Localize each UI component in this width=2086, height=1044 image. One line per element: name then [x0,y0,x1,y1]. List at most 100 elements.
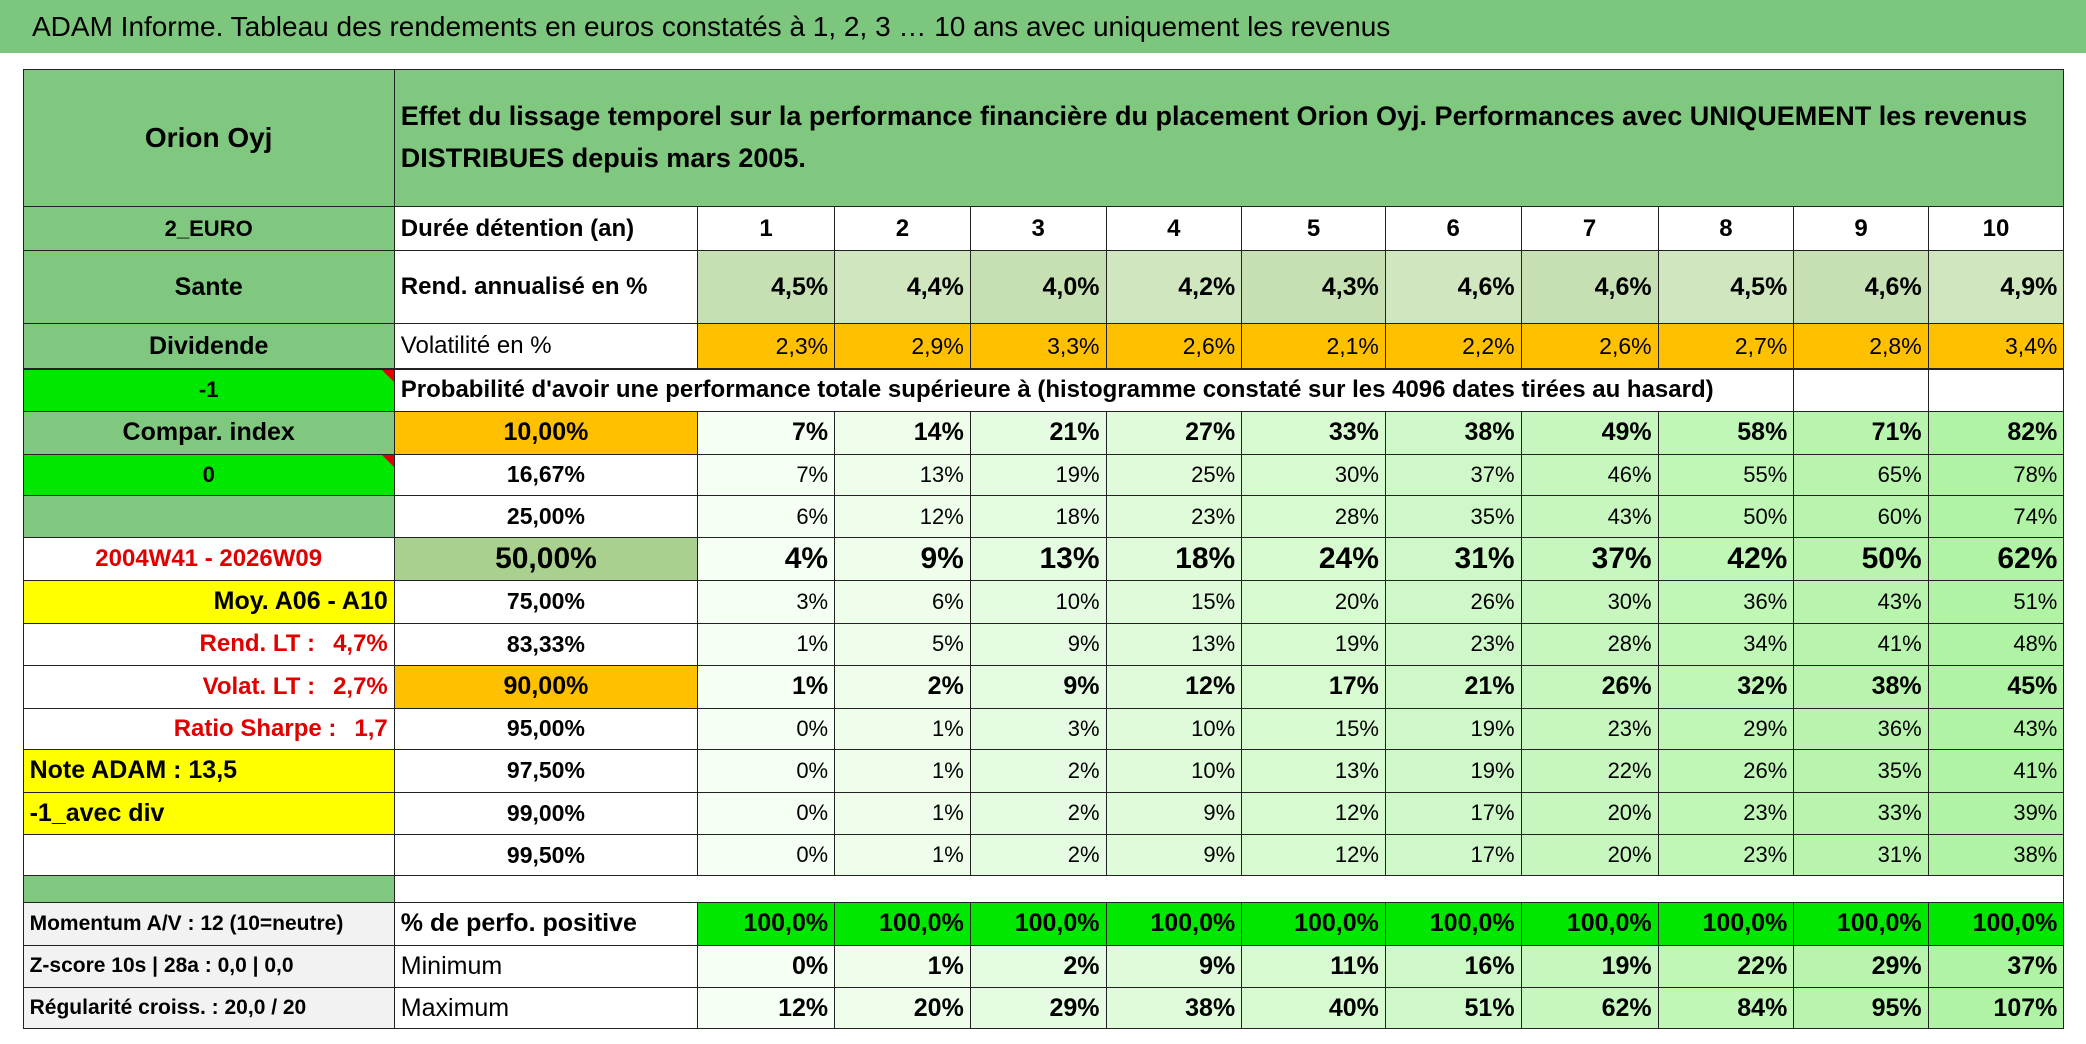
stat-value: 100,0% [1105,901,1243,946]
probability-value: 48% [1927,622,2065,667]
probability-value: 60% [1793,494,1929,539]
flag: -1 [22,368,395,413]
probability-value: 78% [1927,453,2065,496]
probability-value: 19% [1384,748,1522,793]
blank-cell [1927,368,2065,413]
threshold: 16,67% [393,453,699,496]
probability-value: 20% [1520,834,1659,877]
sharpe-value: 1,7 [354,714,388,742]
volat-value: 2,7% [333,672,388,700]
return-value: 4,0% [969,250,1107,325]
probability-value: 23% [1520,707,1659,750]
probability-value: 50% [1793,537,1929,582]
stat-value: 95% [1793,987,1929,1030]
stat-value: 100,0% [697,901,836,946]
volatility-value: 2,6% [1520,323,1659,370]
probability-value: 6% [697,494,836,539]
intro: Effet du lissage temporel sur la perform… [393,69,2065,208]
probability-value: 49% [1520,411,1659,455]
threshold: 90,00% [393,665,699,709]
probability-value: 27% [1105,411,1243,455]
regularity: Régularité croiss. : 20,0 / 20 [22,987,395,1030]
stat-value: 100,0% [834,901,971,946]
asset-sector: Sante [22,250,395,325]
probability-value: 0% [697,748,836,793]
duration: 4 [1105,206,1243,252]
probability-value: 26% [1384,580,1522,624]
rend-value: 4,7% [333,630,388,658]
stat-value: 29% [969,987,1107,1030]
stat-value: 62% [1520,987,1659,1030]
probability-value: 41% [1927,748,2065,793]
probability-value: 9% [834,537,971,582]
return-value: 4,6% [1520,250,1659,325]
stat-value: 100,0% [969,901,1107,946]
probability-value: 1% [697,665,836,709]
threshold: 95,00% [393,707,699,750]
probability-value: 23% [1657,834,1795,877]
volatility-value: 2,6% [1105,323,1243,370]
compar-value: 0 [22,453,395,496]
stat-value: 1% [834,944,971,989]
probability-value: 65% [1793,453,1929,496]
probability-value: 25% [1105,453,1243,496]
probability-value: 26% [1657,748,1795,793]
period: 2004W41 - 2026W09 [22,537,395,582]
probability-title: Probabilité d'avoir une performance tota… [393,368,1795,413]
probability-value: 4% [697,537,836,582]
probability-value: 17% [1384,834,1522,877]
page-title: ADAM Informe. Tableau des rendements en … [0,0,2086,53]
probability-value: 0% [697,834,836,877]
stat-value: 100,0% [1520,901,1659,946]
momentum: Momentum A/V : 12 (10=neutre) [22,901,395,946]
volat-label: Volat. LT : [202,672,316,700]
probability-value: 33% [1241,411,1386,455]
volat-cell: Volat. LT : 2,7% [22,665,395,709]
duration: 6 [1384,206,1522,252]
probability-value: 1% [834,791,971,836]
probability-value: 28% [1241,494,1386,539]
note: Note ADAM : 13,5 [22,748,395,793]
probability-value: 37% [1384,453,1522,496]
probability-value: 1% [834,707,971,750]
probability-value: 20% [1241,580,1386,624]
probability-value: 10% [1105,707,1243,750]
row-label: Rend. annualisé en % [393,250,699,325]
probability-value: 2% [834,665,971,709]
probability-value: 9% [969,665,1107,709]
return-value: 4,5% [697,250,836,325]
row-label: Durée détention (an) [393,206,699,252]
row-label: Maximum [393,987,699,1030]
duration: 7 [1520,206,1659,252]
probability-value: 12% [1241,834,1386,877]
probability-value: 21% [1384,665,1522,709]
probability-value: 55% [1657,453,1795,496]
volatility-value: 3,3% [969,323,1107,370]
probability-value: 1% [834,748,971,793]
probability-value: 30% [1241,453,1386,496]
probability-value: 7% [697,453,836,496]
probability-value: 2% [969,748,1107,793]
probability-value: 2% [969,834,1107,877]
return-value: 4,3% [1241,250,1386,325]
duration: 2 [834,206,971,252]
stat-value: 40% [1241,987,1386,1030]
probability-value: 19% [1241,622,1386,667]
stat-value: 19% [1520,944,1659,989]
compar-label: Compar. index [22,411,395,455]
probability-value: 21% [969,411,1107,455]
probability-value: 12% [1105,665,1243,709]
probability-value: 9% [969,622,1107,667]
asset-code: 2_EURO [22,206,395,252]
probability-value: 2% [969,791,1107,836]
stat-value: 100,0% [1657,901,1795,946]
probability-value: 50% [1657,494,1795,539]
probability-value: 26% [1520,665,1659,709]
probability-value: 33% [1793,791,1929,836]
probability-value: 30% [1520,580,1659,624]
probability-value: 22% [1520,748,1659,793]
blank-cell [22,494,395,539]
probability-value: 46% [1520,453,1659,496]
probability-value: 10% [1105,748,1243,793]
